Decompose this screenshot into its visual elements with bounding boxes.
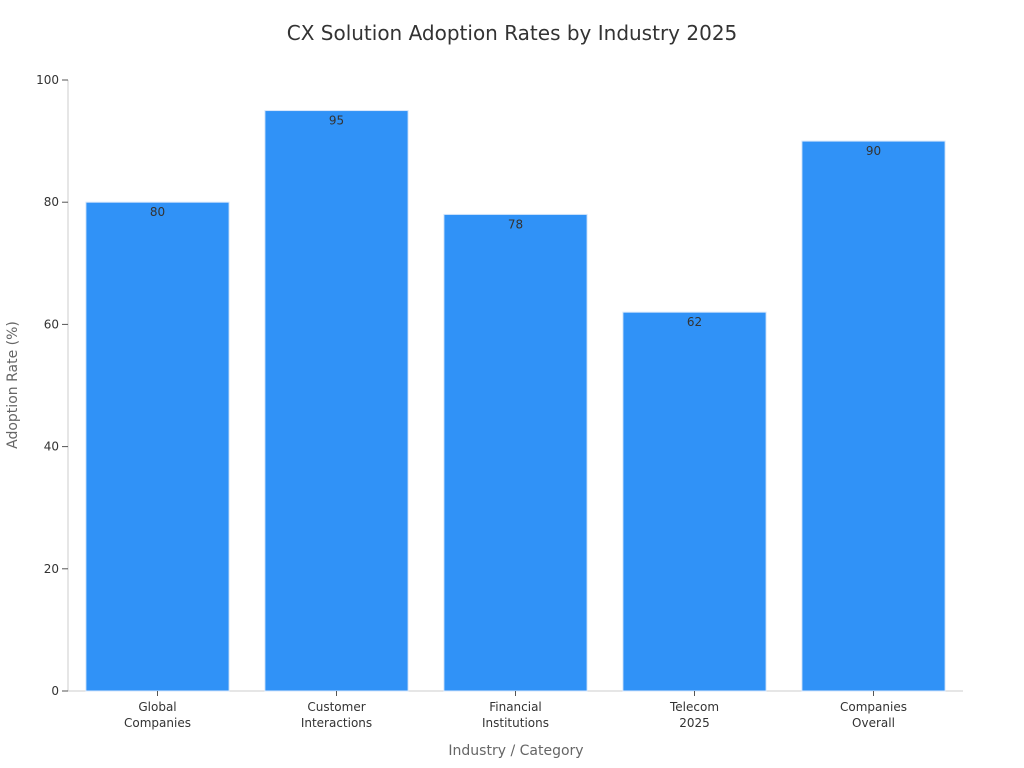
bar-3: [622, 311, 767, 692]
x-tick-label: Telecom: [669, 700, 719, 714]
y-tick-label: 40: [44, 440, 59, 454]
y-tick-label: 20: [44, 562, 59, 576]
bar-2: [443, 213, 588, 692]
bar-1: [264, 110, 409, 692]
y-tick-label: 0: [51, 684, 59, 698]
x-tick-label: Companies: [840, 700, 907, 714]
y-tick-label: 60: [44, 317, 59, 331]
x-tick-label: Overall: [852, 716, 895, 730]
bar-0: [85, 201, 230, 692]
bar-value-label: 78: [508, 217, 523, 231]
y-tick-label: 100: [36, 73, 59, 87]
chart-title: CX Solution Adoption Rates by Industry 2…: [287, 21, 738, 45]
bar-value-label: 90: [866, 144, 881, 158]
bar-value-label: 80: [150, 205, 165, 219]
x-tick-label: Financial: [489, 700, 542, 714]
x-tick-label: Interactions: [301, 716, 372, 730]
x-axis-label: Industry / Category: [448, 743, 583, 759]
x-tick-label: 2025: [679, 716, 710, 730]
x-tick-label: Customer: [307, 700, 365, 714]
x-tick-label: Companies: [124, 716, 191, 730]
x-tick-label: Global: [138, 700, 176, 714]
bar-value-label: 95: [329, 114, 344, 128]
bar-value-label: 62: [687, 315, 702, 329]
y-axis-label: Adoption Rate (%): [5, 321, 21, 449]
bar-4: [801, 140, 946, 692]
y-tick-label: 80: [44, 195, 59, 209]
plot-area: 0 20 40 60 80 100 80 Global Companies 95 Customer I…: [36, 73, 963, 730]
x-tick-label: Institutions: [482, 716, 549, 730]
